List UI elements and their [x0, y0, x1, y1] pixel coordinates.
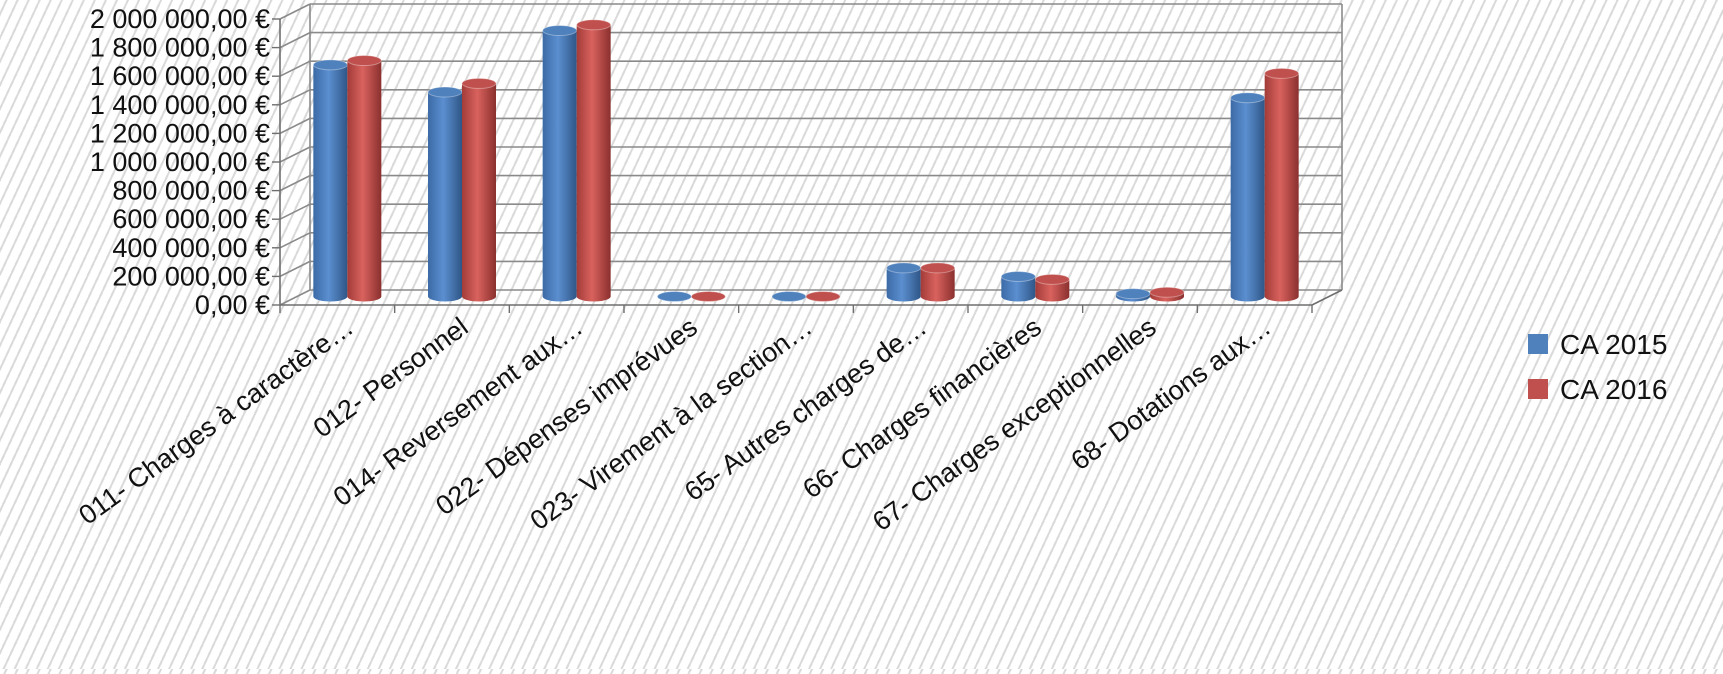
- bar-ca2016: [805, 291, 841, 302]
- bars: [312, 19, 1300, 302]
- legend-item: CA 2015: [1528, 329, 1667, 360]
- bar-ca2015: [1000, 270, 1036, 302]
- bar-top: [427, 86, 463, 98]
- bar-top: [461, 77, 497, 89]
- gridline-side: [279, 60, 311, 77]
- y-tick-label: 0,00 €: [195, 290, 270, 320]
- bar-ca2015: [1115, 288, 1151, 302]
- bar-ca2016: [690, 291, 726, 302]
- bar-ca2016: [346, 55, 382, 302]
- bar-ca2016: [1264, 67, 1300, 302]
- gridline-side: [279, 117, 311, 135]
- bar-top: [656, 291, 692, 302]
- bar-body: [313, 64, 348, 302]
- legend-swatch: [1528, 379, 1548, 399]
- bar-body: [462, 83, 496, 302]
- legend-swatch: [1528, 334, 1548, 354]
- bar-ca2015: [886, 262, 922, 302]
- bar-ca2015: [312, 59, 348, 302]
- bar-top: [1264, 67, 1300, 79]
- bar-body: [1035, 279, 1070, 302]
- bar-top: [576, 19, 612, 31]
- gridline-side: [279, 203, 311, 220]
- bar-top: [1000, 270, 1036, 282]
- bar-ca2016: [576, 19, 612, 302]
- bar-body: [1001, 276, 1036, 302]
- y-tick-label: 1 600 000,00 €: [90, 61, 270, 91]
- bar-body: [1264, 73, 1299, 302]
- gridline-side: [279, 3, 311, 20]
- bar-body: [886, 267, 921, 302]
- y-tick-label: 1 200 000,00 €: [90, 118, 270, 148]
- bar-body: [1230, 97, 1265, 302]
- gridline-side: [279, 260, 311, 278]
- bar-ca2016: [1149, 286, 1185, 302]
- bar-top: [1230, 92, 1266, 104]
- legend-label: CA 2015: [1560, 329, 1667, 360]
- bar-ca2015: [1230, 92, 1266, 302]
- bar-top: [1115, 288, 1151, 300]
- bar-ca2016: [461, 77, 497, 302]
- bar-top: [690, 291, 726, 302]
- bar-ca2015: [542, 25, 578, 302]
- legend-label: CA 2016: [1560, 374, 1667, 405]
- gridline-side: [279, 146, 311, 163]
- axes: [272, 18, 1343, 313]
- y-tick-label: 1 000 000,00 €: [90, 147, 270, 177]
- legend-item: CA 2016: [1528, 374, 1667, 405]
- bar-top: [886, 262, 922, 274]
- x-axis-tick-labels: 011- Charges à caractère…012- Personnel0…: [73, 312, 1276, 537]
- legend: CA 2015 CA 2016: [1528, 329, 1667, 405]
- y-tick-label: 200 000,00 €: [112, 261, 270, 291]
- floor-edge: [1311, 289, 1343, 306]
- bar-ca2015: [656, 291, 692, 302]
- gridline-side: [279, 174, 311, 192]
- bar-ca2015: [427, 86, 463, 302]
- y-tick-label: 800 000,00 €: [112, 176, 270, 206]
- y-tick-label: 2 000 000,00 €: [90, 4, 270, 34]
- bar-body: [576, 24, 611, 302]
- bar-top: [1034, 273, 1070, 285]
- bar-ca2016: [1034, 273, 1070, 302]
- y-axis-tick-labels: 0,00 €200 000,00 €400 000,00 €600 000,00…: [90, 4, 270, 320]
- bar-top: [805, 291, 841, 302]
- bar-ca2016: [920, 262, 956, 302]
- bar-ca2015: [771, 291, 807, 302]
- y-tick-label: 600 000,00 €: [112, 204, 270, 234]
- bar-body: [920, 267, 955, 302]
- y-tick-label: 1 400 000,00 €: [90, 90, 270, 120]
- gridline-side: [279, 89, 311, 106]
- bar-top: [312, 59, 348, 71]
- bar-body: [428, 92, 462, 302]
- y-tick-label: 400 000,00 €: [112, 233, 270, 263]
- bar-top: [346, 55, 382, 67]
- y-tick-label: 1 800 000,00 €: [90, 33, 270, 63]
- gridline-side: [279, 289, 311, 306]
- gridline-side: [279, 232, 311, 249]
- bar-top: [1149, 286, 1185, 298]
- x-tick-label: 68- Dotations aux…: [1066, 312, 1277, 477]
- bar-body: [542, 30, 577, 302]
- bar-top: [771, 291, 807, 302]
- gridline-side: [279, 31, 311, 49]
- bar-top: [920, 262, 956, 274]
- bar-body: [347, 60, 382, 302]
- bar-top: [542, 25, 578, 37]
